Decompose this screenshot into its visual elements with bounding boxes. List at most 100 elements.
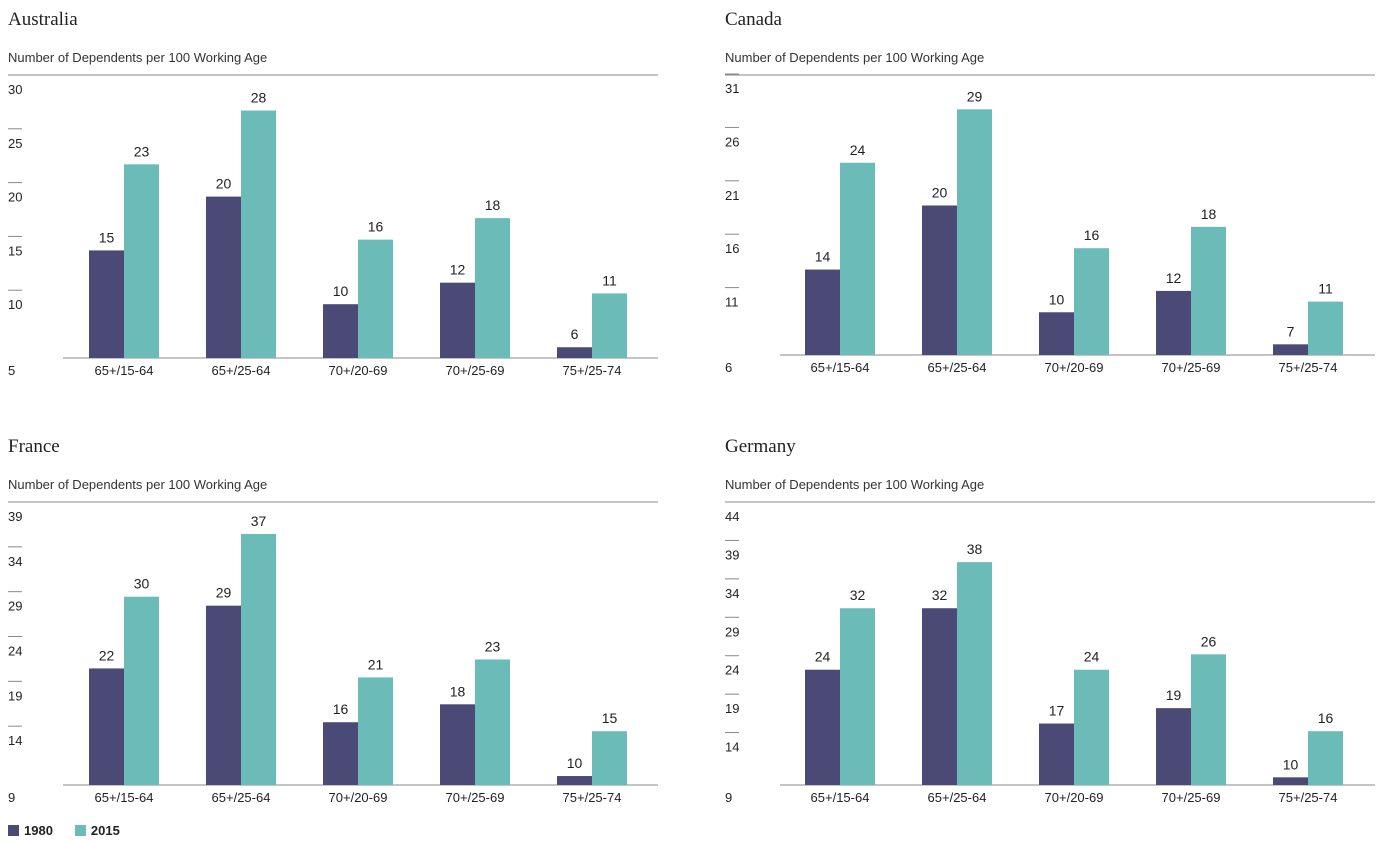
bar-2015 bbox=[1191, 226, 1226, 355]
data-label: 18 bbox=[1201, 206, 1217, 222]
y-tick-label: 26 bbox=[725, 134, 739, 149]
y-tick-label: 14 bbox=[8, 733, 22, 748]
chart-panel-canada: Canada Number of Dependents per 100 Worki… bbox=[725, 9, 1375, 375]
y-tick-label: 10 bbox=[8, 297, 22, 312]
x-tick-label: 65+/25-64 bbox=[212, 363, 271, 378]
y-tick-label: 20 bbox=[8, 190, 22, 205]
y-tick-label: 30 bbox=[8, 82, 22, 97]
x-tick-label: 70+/20-69 bbox=[329, 790, 388, 805]
data-label: 37 bbox=[251, 513, 267, 529]
data-label: 11 bbox=[1318, 281, 1333, 297]
data-label: 18 bbox=[450, 683, 466, 699]
bar-2015 bbox=[957, 109, 992, 355]
bar-2015 bbox=[1308, 301, 1343, 355]
data-label: 15 bbox=[99, 229, 115, 245]
y-tick-label: 19 bbox=[725, 701, 739, 716]
chart-subtitle: Number of Dependents per 100 Working Age bbox=[725, 477, 984, 492]
x-tick-label: 65+/15-64 bbox=[811, 360, 870, 375]
bar-1980 bbox=[206, 605, 241, 785]
data-label: 32 bbox=[932, 587, 948, 603]
y-tick-label: 39 bbox=[8, 509, 22, 524]
bar-2015 bbox=[475, 659, 510, 785]
data-label: 26 bbox=[1201, 633, 1217, 649]
bar-1980 bbox=[89, 668, 124, 785]
chart-title: Germany bbox=[725, 436, 796, 457]
y-tick-label: 14 bbox=[725, 740, 739, 755]
data-label: 20 bbox=[216, 176, 232, 192]
data-label: 38 bbox=[967, 541, 983, 557]
bar-1980 bbox=[1039, 723, 1074, 785]
x-tick-label: 75+/25-74 bbox=[1279, 360, 1338, 375]
legend-swatch-2015 bbox=[74, 825, 86, 836]
data-label: 22 bbox=[99, 647, 115, 663]
data-label: 16 bbox=[1318, 710, 1334, 726]
data-label: 32 bbox=[850, 587, 866, 603]
y-tick-label: 25 bbox=[8, 136, 22, 151]
bar-1980 bbox=[805, 269, 840, 355]
data-label: 30 bbox=[134, 576, 150, 592]
y-tick-label: 34 bbox=[725, 586, 739, 601]
chart-subtitle: Number of Dependents per 100 Working Age bbox=[8, 477, 267, 492]
y-tick-label: 9 bbox=[725, 790, 732, 805]
bar-2015 bbox=[475, 218, 510, 358]
chart-panel-germany: Germany Number of Dependents per 100 Work… bbox=[725, 436, 1375, 805]
data-label: 28 bbox=[251, 90, 267, 106]
data-label: 16 bbox=[368, 219, 384, 235]
data-label: 11 bbox=[602, 272, 617, 288]
data-label: 17 bbox=[1049, 703, 1065, 719]
chart-panel-australia: Australia Number of Dependents per 100 Wo… bbox=[8, 9, 658, 378]
data-label: 10 bbox=[1049, 291, 1065, 307]
bar-1980 bbox=[206, 196, 241, 358]
x-tick-label: 70+/25-69 bbox=[1162, 790, 1221, 805]
y-tick-label: 9 bbox=[8, 790, 15, 805]
y-tick-label: 44 bbox=[725, 509, 739, 524]
bar-1980 bbox=[557, 776, 592, 785]
legend-item-1980: 1980 bbox=[8, 823, 53, 838]
chart-title: France bbox=[8, 436, 60, 457]
data-label: 23 bbox=[134, 143, 150, 159]
data-label: 29 bbox=[967, 88, 983, 104]
data-label: 19 bbox=[1166, 687, 1182, 703]
y-tick-label: 21 bbox=[725, 188, 739, 203]
data-label: 18 bbox=[485, 197, 501, 213]
legend: 1980 2015 bbox=[8, 823, 120, 838]
y-tick-label: 6 bbox=[725, 360, 732, 375]
bar-1980 bbox=[1156, 290, 1191, 355]
x-tick-label: 75+/25-74 bbox=[563, 790, 622, 805]
data-label: 6 bbox=[571, 326, 579, 342]
data-label: 16 bbox=[333, 701, 349, 717]
bar-1980 bbox=[805, 669, 840, 785]
chart-subtitle: Number of Dependents per 100 Working Age bbox=[725, 50, 984, 65]
bar-2015 bbox=[592, 731, 627, 785]
bar-2015 bbox=[358, 239, 393, 358]
data-label: 24 bbox=[815, 649, 831, 665]
bar-2015 bbox=[241, 533, 276, 785]
bar-1980 bbox=[922, 608, 957, 785]
data-label: 23 bbox=[485, 638, 501, 654]
y-tick-label: 5 bbox=[8, 363, 15, 378]
x-tick-label: 70+/20-69 bbox=[1045, 360, 1104, 375]
bar-1980 bbox=[922, 205, 957, 355]
chart-title: Australia bbox=[8, 9, 78, 30]
y-tick-label: 11 bbox=[725, 295, 739, 310]
data-label: 10 bbox=[1283, 756, 1299, 772]
bar-2015 bbox=[1074, 248, 1109, 355]
bar-1980 bbox=[1273, 344, 1308, 355]
x-tick-label: 65+/25-64 bbox=[928, 360, 987, 375]
x-tick-label: 70+/20-69 bbox=[329, 363, 388, 378]
bar-2015 bbox=[124, 596, 159, 785]
bar-2015 bbox=[840, 162, 875, 355]
y-tick-label: 29 bbox=[725, 624, 739, 639]
y-tick-label: 39 bbox=[725, 547, 739, 562]
legend-item-2015: 2015 bbox=[74, 823, 120, 838]
data-label: 10 bbox=[333, 283, 349, 299]
x-tick-label: 70+/25-69 bbox=[446, 363, 505, 378]
x-tick-label: 65+/15-64 bbox=[95, 790, 154, 805]
x-tick-label: 75+/25-74 bbox=[563, 363, 622, 378]
bar-2015 bbox=[1308, 731, 1343, 785]
bar-1980 bbox=[89, 250, 124, 358]
data-label: 12 bbox=[450, 262, 466, 278]
bar-1980 bbox=[557, 347, 592, 358]
bar-2015 bbox=[241, 110, 276, 359]
